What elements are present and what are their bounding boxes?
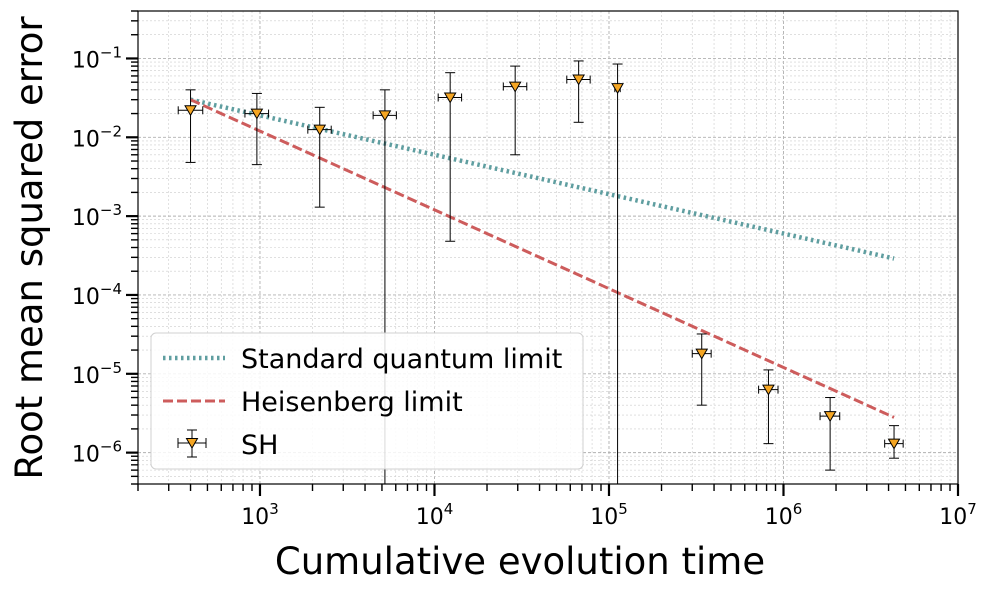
y-tick-exponent: −6 <box>100 438 122 456</box>
sh-marker <box>184 105 197 117</box>
legend-sql-label: Standard quantum limit <box>241 344 562 375</box>
sh-marker <box>313 124 327 136</box>
sh-marker <box>611 83 624 95</box>
sh-data-point <box>502 65 528 156</box>
y-tick-base: 10 <box>72 285 100 310</box>
heisenberg-limit-line <box>189 98 895 419</box>
sh-data-point <box>611 63 624 484</box>
legend-sh-swatch <box>177 429 207 458</box>
y-tick-base: 10 <box>72 206 100 231</box>
y-tick-exponent: −1 <box>100 43 122 61</box>
x-tick-base: 10 <box>939 505 967 530</box>
sh-data-point <box>691 333 712 406</box>
x-tick-exponent: 6 <box>793 500 803 518</box>
y-tick-base: 10 <box>72 48 100 73</box>
x-tick-exponent: 4 <box>444 500 454 518</box>
x-tick-label: 107 <box>939 500 977 530</box>
sh-marker <box>443 92 457 104</box>
sh-data-point <box>437 72 463 242</box>
legend: Standard quantum limit Heisenberg limit … <box>150 332 584 470</box>
sh-marker <box>572 74 586 86</box>
sh-data-point <box>244 92 270 166</box>
sh-marker <box>378 110 392 122</box>
y-tick-exponent: −5 <box>100 359 122 377</box>
x-axis-title: Cumulative evolution time <box>275 540 765 583</box>
y-tick-exponent: −2 <box>100 122 122 140</box>
sh-marker <box>887 438 901 450</box>
y-tick-label: 10−4 <box>72 280 122 310</box>
x-tick-exponent: 3 <box>269 500 279 518</box>
y-tick-base: 10 <box>72 364 100 389</box>
y-tick-exponent: −3 <box>100 201 122 219</box>
legend-sh-label: SH <box>241 430 278 461</box>
sh-data-point <box>177 89 204 163</box>
y-tick-label: 10−2 <box>72 122 122 152</box>
x-tick-base: 10 <box>241 505 269 530</box>
sh-data-point <box>758 369 779 445</box>
legend-box <box>150 332 584 470</box>
y-tick-exponent: −4 <box>100 280 122 298</box>
legend-hl-label: Heisenberg limit <box>241 387 463 418</box>
y-tick-label: 10−1 <box>72 43 122 73</box>
y-tick-base: 10 <box>72 127 100 152</box>
series-layer <box>177 60 904 484</box>
x-tick-base: 10 <box>590 505 618 530</box>
x-tick-label: 103 <box>241 500 279 530</box>
x-tick-base: 10 <box>765 505 793 530</box>
x-tick-label: 104 <box>416 500 454 530</box>
sh-data-point <box>819 397 841 471</box>
sh-marker <box>823 411 837 423</box>
sh-marker <box>695 348 709 360</box>
y-tick-label: 10−6 <box>72 438 122 468</box>
y-tick-base: 10 <box>72 443 100 468</box>
y-tick-label: 10−5 <box>72 359 122 389</box>
sh-marker <box>508 81 522 93</box>
sh-data-point <box>884 425 904 459</box>
x-tick-exponent: 5 <box>618 500 628 518</box>
x-tick-base: 10 <box>416 505 444 530</box>
x-tick-label: 106 <box>765 500 803 530</box>
y-axis-title: Root mean squared error <box>8 16 51 480</box>
sh-marker <box>250 108 264 120</box>
sh-data-point <box>566 60 591 123</box>
x-tick-exponent: 7 <box>967 500 977 518</box>
x-tick-label: 105 <box>590 500 628 530</box>
y-tick-label: 10−3 <box>72 201 122 231</box>
sh-data-point <box>307 106 332 208</box>
sh-marker <box>762 384 775 396</box>
